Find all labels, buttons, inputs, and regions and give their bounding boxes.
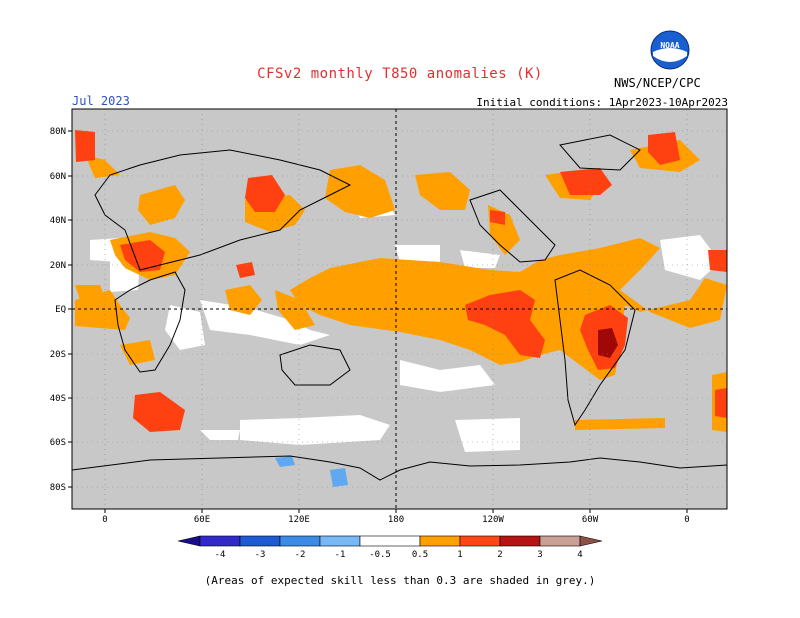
colorbar-label: 3 [537, 550, 542, 560]
colorbar-cell [279, 535, 321, 547]
lon-label: 120E [288, 515, 310, 525]
lat-label: 40S [50, 394, 66, 404]
colorbar-label: -3 [255, 550, 266, 560]
lat-labels: 80N 60N 40N 20N EQ 20S 40S 60S 80S [50, 127, 66, 493]
org-label: NWS/NCEP/CPC [614, 76, 701, 90]
lat-label: 60N [50, 172, 66, 182]
lat-label: 60S [50, 438, 66, 448]
colorbar-cell [459, 535, 501, 547]
svg-text:NOAA: NOAA [660, 41, 679, 50]
colorbar-cell [359, 535, 421, 547]
colorbar-label: -4 [215, 550, 226, 560]
lat-label: 20S [50, 350, 66, 360]
colorbar-cell [177, 535, 201, 547]
colorbar-label: 4 [577, 550, 582, 560]
antarctica-coast [71, 455, 728, 481]
colorbar-cell [239, 535, 281, 547]
lon-label: 60E [194, 515, 210, 525]
colorbar-label: -2 [295, 550, 306, 560]
colorbar-cell [199, 535, 241, 547]
lon-label: 0 [102, 515, 107, 525]
colorbar-cell [319, 535, 361, 547]
colorbar-label: 0.5 [412, 550, 428, 560]
colorbar-label: -1 [335, 550, 346, 560]
lat-label: 20N [50, 261, 66, 271]
colorbar-cell [579, 535, 603, 547]
lat-label: 40N [50, 216, 66, 226]
lon-labels: 0 60E 120E 180 120W 60W 0 [102, 515, 689, 525]
colorbar-label: 1 [457, 550, 462, 560]
lat-ticks [68, 130, 72, 488]
colorbar-cell [499, 535, 541, 547]
init-conditions: Initial conditions: 1Apr2023-10Apr2023 [476, 96, 728, 109]
colorbar-label: -0.5 [369, 550, 391, 560]
colorbar-cell [539, 535, 581, 547]
lat-label: 80N [50, 127, 66, 137]
anomaly-blue [275, 456, 348, 487]
footnote: (Areas of expected skill less than 0.3 a… [204, 574, 596, 587]
lat-label: EQ [55, 305, 66, 315]
lon-label: 60W [582, 515, 599, 525]
colorbar-label: 2 [497, 550, 502, 560]
anomaly-darkred [598, 328, 618, 358]
noaa-logo: NOAA [650, 30, 690, 74]
white-regions [90, 190, 720, 452]
lon-label: 120W [482, 515, 504, 525]
colorbar: -4 -3 -2 -1 -0.5 0.5 1 2 3 4 [177, 535, 603, 560]
month-label: Jul 2023 [72, 94, 130, 108]
lon-label: 0 [684, 515, 689, 525]
lat-label: 80S [50, 483, 66, 493]
lon-label: 180 [388, 515, 404, 525]
colorbar-cell [419, 535, 461, 547]
coastlines [94, 134, 641, 427]
lon-ticks [104, 509, 688, 513]
map-title: CFSv2 monthly T850 anomalies (K) [257, 66, 543, 82]
